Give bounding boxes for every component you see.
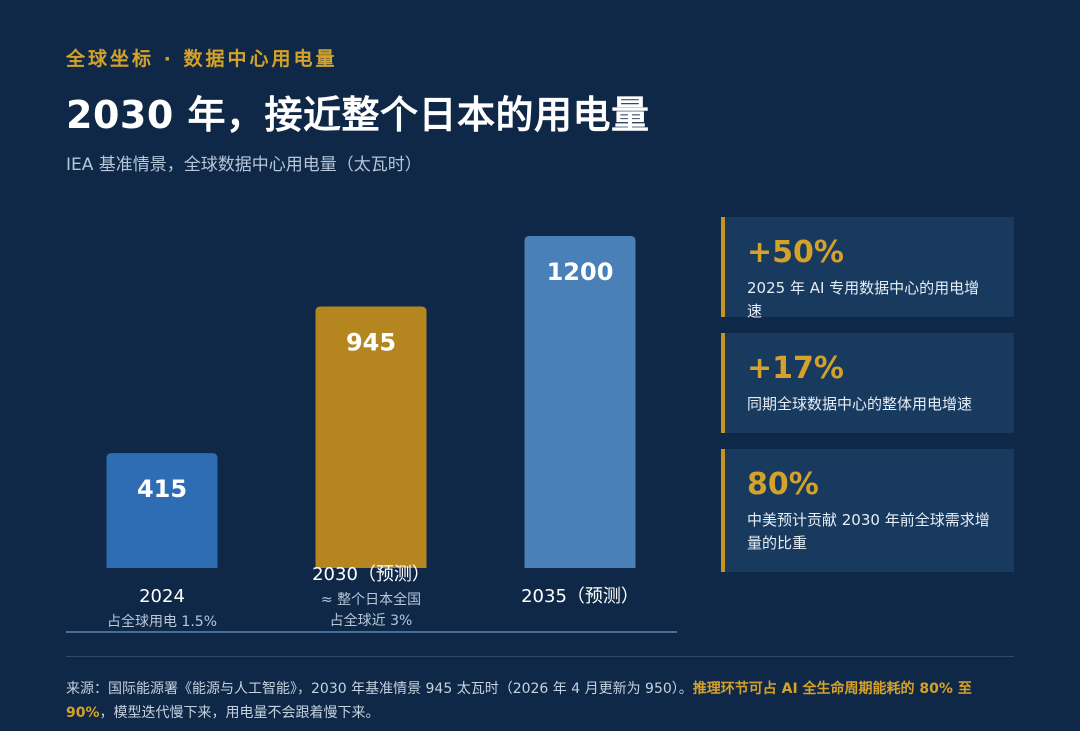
stat-card-share: 80% 中美预计贡献 2030 年前全球需求增 量的比重 <box>721 449 1014 572</box>
stat-card-dc-growth: +17% 同期全球数据中心的整体用电增速 <box>721 333 1014 433</box>
source-tail: ，模型迭代慢下来，用电量不会跟着慢下来。 <box>99 705 380 721</box>
footer-divider <box>66 656 1014 657</box>
bar-value-label: 1200 <box>547 258 614 286</box>
bar <box>106 453 218 568</box>
stat-value: +50% <box>747 235 844 270</box>
bar <box>524 236 636 568</box>
source-text: 来源：国际能源署《能源与人工智能》，2030 年基准情景 945 太瓦时（202… <box>66 681 693 697</box>
source-highlight: 推理环节可占 AI 全生命周期能耗的 80% 至 90% <box>66 681 972 721</box>
stat-desc-line: 2025 年 AI 专用数据中心的用电增速 <box>747 279 980 320</box>
category-label: 2030（预测） <box>312 564 430 585</box>
stat-desc-line: 中美预计贡献 2030 年前全球需求增 <box>747 511 990 529</box>
stat-desc: 中美预计贡献 2030 年前全球需求增 量的比重 <box>747 509 994 555</box>
category-note: 占全球用电 1.5% <box>107 613 217 630</box>
bar-value-label: 945 <box>346 329 396 357</box>
stat-desc: 2025 年 AI 专用数据中心的用电增速 <box>747 277 994 323</box>
page-subtitle: IEA 基准情景，全球数据中心用电量（太瓦时） <box>66 155 422 175</box>
category-label: 2035（预测） <box>521 586 639 607</box>
bar-chart: 415 2024 占全球用电 1.5% 945 2030（预测） ≈ 整个日本全国占全球近… <box>66 236 677 633</box>
stat-card-ai-growth: +50% 2025 年 AI 专用数据中心的用电增速 <box>721 217 1014 320</box>
category-label: 2024 <box>139 586 185 607</box>
page-kicker: 全球坐标 · 数据中心用电量 <box>66 48 338 70</box>
source-note: 来源：国际能源署《能源与人工智能》，2030 年基准情景 945 太瓦时（202… <box>66 677 1014 725</box>
stat-value: +17% <box>747 351 844 386</box>
stat-value: 80% <box>747 467 819 502</box>
page-title: 2030 年，接近整个日本的用电量 <box>66 93 650 137</box>
category-note: 占全球近 3% <box>330 612 413 629</box>
stat-desc-line: 量的比重 <box>747 534 808 552</box>
bar-value-label: 415 <box>137 475 187 503</box>
stat-desc: 同期全球数据中心的整体用电增速 <box>747 393 994 416</box>
bar <box>315 306 427 568</box>
stat-desc-line: 同期全球数据中心的整体用电增速 <box>747 395 973 413</box>
category-note: ≈ 整个日本全国 <box>321 591 421 608</box>
